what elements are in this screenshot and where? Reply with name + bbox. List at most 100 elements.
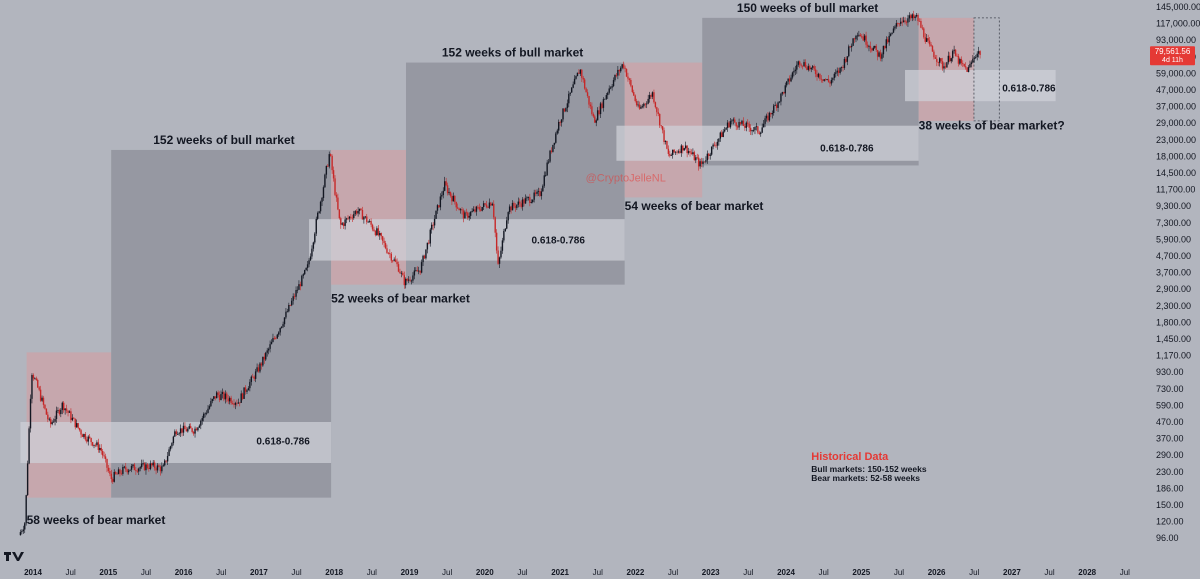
- candle-78: [132, 464, 134, 468]
- candle-body: [217, 392, 219, 395]
- candle-432: [643, 102, 645, 109]
- candle-body: [667, 148, 670, 154]
- candle-560: [827, 75, 830, 83]
- candle-body: [736, 126, 739, 128]
- candle-543: [803, 59, 805, 67]
- candle-181: [280, 326, 283, 329]
- candle-229: [350, 213, 352, 220]
- candle-body: [650, 95, 652, 97]
- candle-body: [614, 74, 616, 81]
- candle-body: [25, 495, 27, 524]
- candle-body: [166, 455, 169, 462]
- candle-298: [449, 191, 452, 198]
- candle-body: [643, 103, 645, 107]
- candle-549: [811, 64, 814, 70]
- candle-body: [826, 79, 828, 80]
- candle-body: [493, 203, 495, 218]
- candle-183: [283, 317, 286, 328]
- candle-559: [826, 78, 828, 81]
- y-tick-label: 11,700.00: [1156, 185, 1195, 195]
- candle-body: [276, 334, 278, 339]
- candle-544: [804, 59, 807, 69]
- y-tick-label: 2,300.00: [1156, 301, 1191, 311]
- candle-233: [355, 209, 358, 216]
- candle-body: [914, 16, 916, 19]
- candle-510: [755, 122, 758, 131]
- y-tick-label: 470.00: [1156, 417, 1184, 427]
- candle-363: [543, 171, 545, 188]
- candle-340: [510, 205, 512, 214]
- candle-body: [609, 87, 612, 89]
- candle-482: [715, 142, 717, 149]
- candle-body: [348, 216, 351, 219]
- y-tick-label: 290.00: [1156, 450, 1184, 460]
- candle-body: [64, 408, 66, 411]
- candle-body: [279, 327, 281, 333]
- candle-body: [777, 102, 779, 108]
- candle-397: [592, 112, 595, 118]
- candle-353: [529, 193, 531, 207]
- candle-404: [602, 97, 605, 112]
- bull-label-7: 150 weeks of bull market: [737, 1, 878, 15]
- candle-body: [829, 82, 831, 84]
- candle-632: [931, 44, 934, 52]
- candle-body: [338, 209, 341, 219]
- candle-body: [835, 72, 837, 74]
- candle-125: [200, 419, 202, 430]
- y-tick-label: 1,450.00: [1156, 334, 1191, 344]
- candle-body: [646, 103, 648, 105]
- candle-16: [42, 395, 45, 409]
- candle-body: [429, 229, 431, 244]
- x-tick-label: 2019: [401, 568, 419, 577]
- candle-81: [136, 468, 139, 473]
- candle-154: [241, 392, 244, 401]
- candle-body: [293, 296, 296, 298]
- candle-201: [309, 253, 312, 261]
- candle-504: [747, 119, 749, 127]
- candle-body: [213, 396, 215, 400]
- candle-body: [436, 205, 439, 211]
- candle-506: [749, 124, 752, 136]
- candle-body: [113, 471, 115, 482]
- candle-595: [878, 51, 880, 58]
- candle-body: [677, 151, 680, 153]
- candle-body: [537, 190, 540, 192]
- candle-body: [250, 376, 253, 382]
- candle-body: [533, 192, 535, 200]
- candle-body: [612, 80, 615, 87]
- candle-body: [253, 376, 255, 379]
- candle-body: [660, 125, 662, 127]
- candle-479: [710, 146, 713, 156]
- candle-480: [712, 143, 714, 150]
- candle-572: [845, 56, 847, 64]
- candle-144: [227, 394, 229, 405]
- candle-345: [517, 197, 519, 208]
- candle-body: [327, 165, 329, 167]
- candle-633: [933, 49, 935, 60]
- candle-body: [178, 433, 180, 435]
- candle-354: [530, 199, 532, 204]
- candle-body: [820, 78, 823, 80]
- candle-body: [569, 92, 571, 94]
- x-tick-label: Jul: [216, 568, 226, 577]
- candle-body: [350, 216, 352, 218]
- candle-body: [900, 21, 902, 24]
- candle-603: [889, 32, 892, 37]
- candle-body: [52, 421, 55, 423]
- candle-507: [751, 129, 753, 136]
- candle-26: [57, 407, 59, 414]
- candle-body: [423, 255, 426, 259]
- candle-body: [364, 216, 367, 218]
- candle-231: [353, 210, 355, 220]
- candle-433: [644, 103, 646, 108]
- candle-body: [332, 170, 335, 179]
- candle-body: [631, 85, 633, 93]
- candle-235: [358, 208, 361, 215]
- candle-591: [872, 45, 875, 51]
- candle-589: [869, 41, 872, 53]
- candle-228: [348, 215, 351, 223]
- candle-546: [807, 63, 810, 72]
- candle-259: [393, 257, 395, 262]
- candle-395: [589, 102, 592, 110]
- candle-body: [161, 466, 163, 472]
